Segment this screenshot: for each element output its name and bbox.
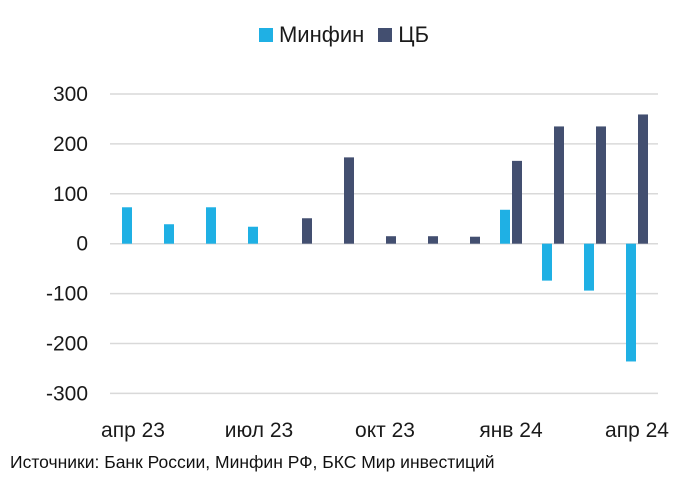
bar-cb-12 <box>638 114 648 244</box>
x-tick-label: янв 24 <box>479 419 543 442</box>
x-tick-label: апр 24 <box>605 419 669 442</box>
y-tick-label: 100 <box>53 183 88 206</box>
bar-cb-9 <box>512 160 522 244</box>
y-tick-label: 300 <box>53 83 88 106</box>
x-tick-label: апр 23 <box>101 419 165 442</box>
bar-cb-11 <box>596 126 606 244</box>
bar-cb-10 <box>554 126 564 244</box>
bar-minfin-0 <box>122 207 132 244</box>
legend-label-cb: ЦБ <box>398 22 430 47</box>
bar-cb-6 <box>386 236 396 244</box>
bar-cb-7 <box>428 236 438 244</box>
y-tick-label: 0 <box>76 233 88 256</box>
legend-swatch-minfin <box>258 28 273 42</box>
legend-item-minfin: Минфин <box>258 22 365 48</box>
y-tick-label: -100 <box>46 283 88 306</box>
bar-minfin-9 <box>500 209 510 244</box>
legend-swatch-cb <box>378 28 393 42</box>
source-note: Источники: Банк России, Минфин РФ, БКС М… <box>10 452 495 472</box>
y-tick-label: -300 <box>46 382 88 405</box>
chart-legend: Минфин ЦБ <box>0 22 688 48</box>
bar-cb-4 <box>302 218 312 244</box>
bar-minfin-12 <box>626 243 636 362</box>
legend-item-cb: ЦБ <box>378 22 429 48</box>
bar-cb-5 <box>344 157 354 244</box>
bar-minfin-10 <box>542 243 552 281</box>
x-tick-label: окт 23 <box>355 419 415 442</box>
legend-label-minfin: Минфин <box>278 22 365 47</box>
bar-cb-8 <box>470 236 480 244</box>
bar-minfin-1 <box>164 224 174 244</box>
y-tick-label: 200 <box>53 133 88 156</box>
x-tick-label: июл 23 <box>225 419 293 442</box>
bar-minfin-11 <box>584 243 594 291</box>
bar-minfin-2 <box>206 207 216 244</box>
bar-minfin-3 <box>248 226 258 244</box>
y-tick-label: -200 <box>46 333 88 356</box>
